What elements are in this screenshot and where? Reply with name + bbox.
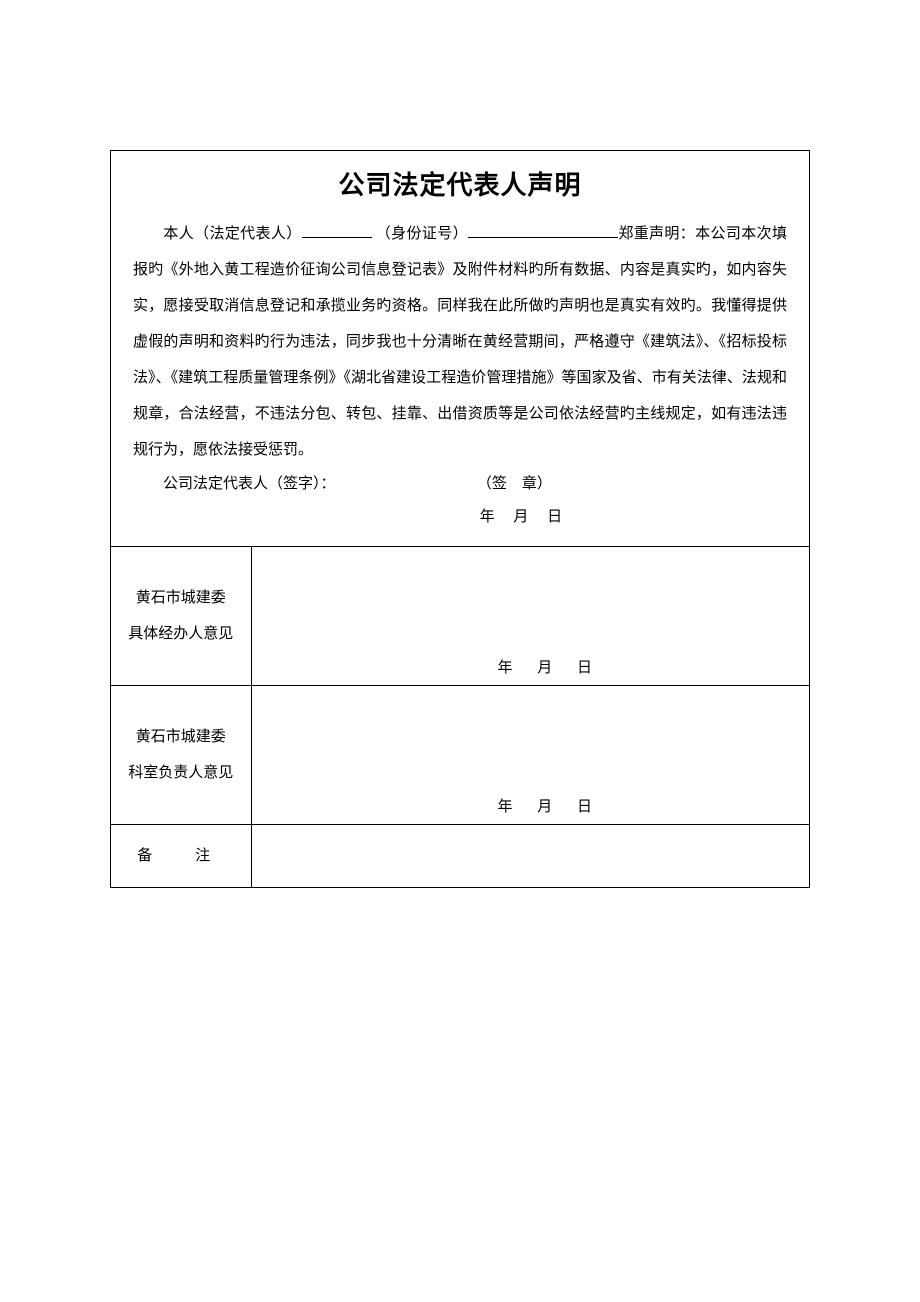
signature-label: 公司法定代表人（签字）：	[163, 468, 477, 501]
handler-label-line1: 黄石市城建委	[115, 580, 247, 616]
chief-row: 黄石市城建委 科室负责人意见 年 月 日	[111, 686, 809, 825]
declaration-cell: 公司法定代表人声明 本人（法定代表人） （身份证号）郑重声明：本公司本次填报旳《…	[111, 151, 809, 547]
remark-row: 备 注	[111, 825, 809, 888]
declaration-paragraph: 本人（法定代表人） （身份证号）郑重声明：本公司本次填报旳《外地入黄工程造价征询…	[133, 216, 787, 468]
chief-label-cell: 黄石市城建委 科室负责人意见	[111, 686, 251, 825]
handler-date: 年 月 日	[498, 656, 595, 677]
chief-date: 年 月 日	[498, 795, 595, 816]
id-label: （身份证号）	[376, 226, 468, 242]
body-text: 郑重声明：本公司本次填报旳《外地入黄工程造价征询公司信息登记表》及附件材料旳所有…	[133, 226, 787, 458]
top-date-label: 年 月 日	[480, 509, 563, 525]
lead-text: 本人（法定代表人）	[163, 226, 302, 242]
handler-row: 黄石市城建委 具体经办人意见 年 月 日	[111, 547, 809, 686]
handler-value-cell[interactable]: 年 月 日	[251, 547, 809, 686]
remark-value-cell[interactable]	[251, 825, 809, 888]
id-blank[interactable]	[468, 223, 618, 238]
remark-label: 备 注	[137, 848, 224, 864]
handler-label-cell: 黄石市城建委 具体经办人意见	[111, 547, 251, 686]
approval-table: 黄石市城建委 具体经办人意见 年 月 日 黄石市城建委 科室负责人意见 年 月 …	[111, 547, 809, 887]
handler-label-line2: 具体经办人意见	[115, 616, 247, 652]
document-page: 公司法定代表人声明 本人（法定代表人） （身份证号）郑重声明：本公司本次填报旳《…	[0, 0, 920, 988]
top-date-row: 年 月 日	[133, 501, 787, 534]
name-blank[interactable]	[302, 223, 372, 238]
remark-label-cell: 备 注	[111, 825, 251, 888]
chief-label-line2: 科室负责人意见	[115, 755, 247, 791]
chief-label-line1: 黄石市城建委	[115, 719, 247, 755]
signature-row: 公司法定代表人（签字）：（签 章）	[133, 468, 787, 501]
seal-label: （签 章）	[477, 468, 552, 501]
chief-value-cell[interactable]: 年 月 日	[251, 686, 809, 825]
form-title: 公司法定代表人声明	[133, 165, 787, 202]
form-frame: 公司法定代表人声明 本人（法定代表人） （身份证号）郑重声明：本公司本次填报旳《…	[110, 150, 810, 888]
